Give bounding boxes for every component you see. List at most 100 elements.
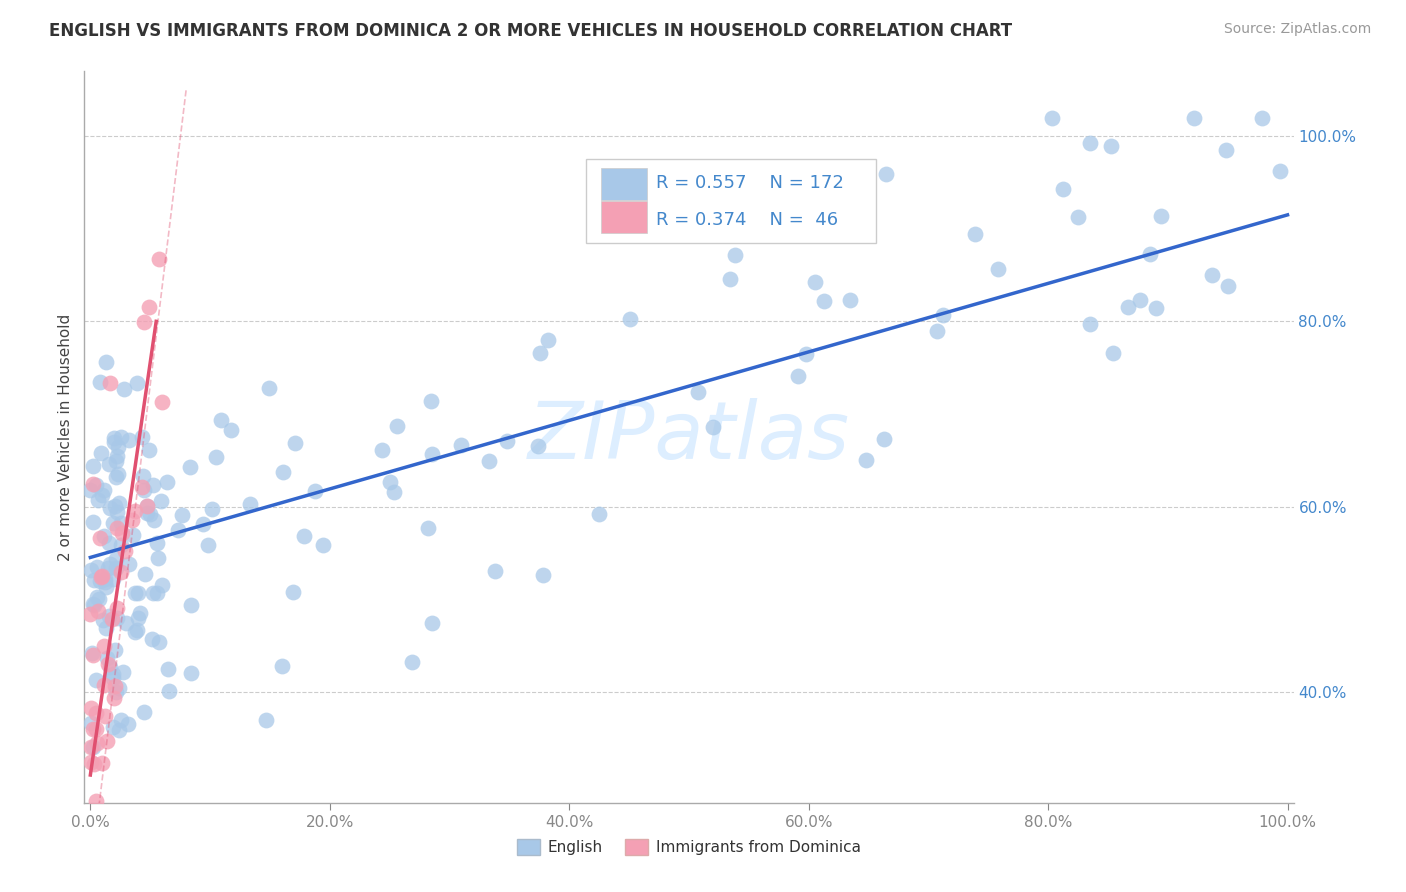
Point bbox=[124, 624, 146, 639]
Point bbox=[112, 382, 135, 396]
Point bbox=[89, 376, 111, 390]
Point bbox=[205, 450, 228, 464]
Point bbox=[105, 561, 128, 575]
Point bbox=[86, 560, 108, 574]
Point bbox=[107, 681, 129, 695]
Point bbox=[103, 690, 125, 705]
Point bbox=[931, 308, 953, 322]
Point bbox=[378, 475, 401, 489]
Point bbox=[170, 508, 193, 522]
Point bbox=[1052, 182, 1074, 196]
Point bbox=[292, 529, 315, 543]
Point bbox=[134, 315, 156, 329]
Point bbox=[382, 484, 405, 499]
Point bbox=[146, 586, 169, 600]
Point bbox=[1116, 300, 1139, 314]
Point bbox=[450, 438, 472, 452]
Point bbox=[110, 565, 132, 579]
Point bbox=[97, 536, 120, 550]
Point bbox=[100, 660, 122, 674]
Point bbox=[98, 376, 121, 390]
Point bbox=[179, 460, 201, 475]
FancyBboxPatch shape bbox=[600, 168, 647, 200]
Point bbox=[155, 475, 177, 489]
Point bbox=[281, 584, 304, 599]
Point bbox=[79, 607, 101, 621]
Point bbox=[270, 659, 292, 673]
Point bbox=[111, 665, 134, 679]
Point bbox=[90, 446, 112, 460]
Point bbox=[93, 483, 115, 498]
Point bbox=[90, 488, 112, 502]
Point bbox=[478, 453, 501, 467]
Point bbox=[105, 601, 128, 615]
Point bbox=[987, 262, 1010, 277]
Point bbox=[127, 376, 149, 390]
Point bbox=[91, 756, 114, 771]
Point bbox=[101, 671, 124, 685]
Point bbox=[787, 368, 810, 383]
Point bbox=[129, 606, 152, 620]
Point bbox=[104, 500, 127, 514]
Point bbox=[111, 525, 134, 540]
Point bbox=[127, 586, 149, 600]
Point bbox=[1099, 139, 1122, 153]
Point bbox=[105, 470, 128, 484]
Point bbox=[118, 434, 141, 448]
Point bbox=[84, 673, 107, 688]
Point bbox=[101, 666, 124, 681]
Point bbox=[422, 447, 444, 461]
Point bbox=[80, 646, 103, 660]
Point bbox=[131, 430, 153, 444]
Point bbox=[108, 723, 131, 737]
Point bbox=[724, 248, 747, 262]
Point bbox=[121, 513, 143, 527]
Point bbox=[420, 393, 443, 408]
Point bbox=[107, 467, 129, 482]
Point bbox=[1149, 209, 1171, 223]
Point bbox=[82, 459, 104, 474]
Point bbox=[813, 294, 835, 309]
Point bbox=[1182, 111, 1205, 125]
Point bbox=[98, 609, 121, 624]
Point bbox=[105, 449, 128, 463]
Point bbox=[104, 551, 127, 566]
Point bbox=[84, 794, 107, 808]
Point bbox=[93, 613, 115, 627]
Point bbox=[105, 454, 128, 468]
Point bbox=[83, 573, 105, 587]
Point bbox=[1268, 164, 1291, 178]
Point bbox=[142, 513, 165, 527]
Point bbox=[148, 252, 170, 267]
Point bbox=[121, 527, 143, 541]
Point bbox=[1102, 346, 1125, 360]
Point bbox=[117, 716, 139, 731]
Point bbox=[89, 532, 111, 546]
Point bbox=[149, 493, 172, 508]
Point bbox=[89, 870, 111, 884]
Point bbox=[191, 516, 214, 531]
Point bbox=[96, 651, 118, 665]
Point bbox=[401, 655, 423, 669]
Point bbox=[1067, 210, 1090, 224]
Point bbox=[1078, 317, 1101, 331]
Point bbox=[134, 566, 156, 581]
Point bbox=[103, 643, 125, 657]
Point bbox=[82, 739, 104, 754]
Point bbox=[1216, 279, 1239, 293]
Point bbox=[1040, 111, 1063, 125]
Legend: English, Immigrants from Dominica: English, Immigrants from Dominica bbox=[510, 833, 868, 861]
Point bbox=[1078, 136, 1101, 150]
Point bbox=[105, 870, 128, 884]
Point bbox=[142, 585, 165, 599]
Point bbox=[93, 678, 115, 692]
Point bbox=[82, 870, 104, 884]
Point bbox=[304, 484, 326, 499]
Point bbox=[94, 580, 117, 594]
Text: ENGLISH VS IMMIGRANTS FROM DOMINICA 2 OR MORE VEHICLES IN HOUSEHOLD CORRELATION : ENGLISH VS IMMIGRANTS FROM DOMINICA 2 OR… bbox=[49, 22, 1012, 40]
Point bbox=[87, 493, 110, 508]
Point bbox=[83, 598, 105, 612]
Point bbox=[103, 679, 125, 693]
Point bbox=[94, 575, 117, 590]
Point bbox=[82, 648, 104, 663]
